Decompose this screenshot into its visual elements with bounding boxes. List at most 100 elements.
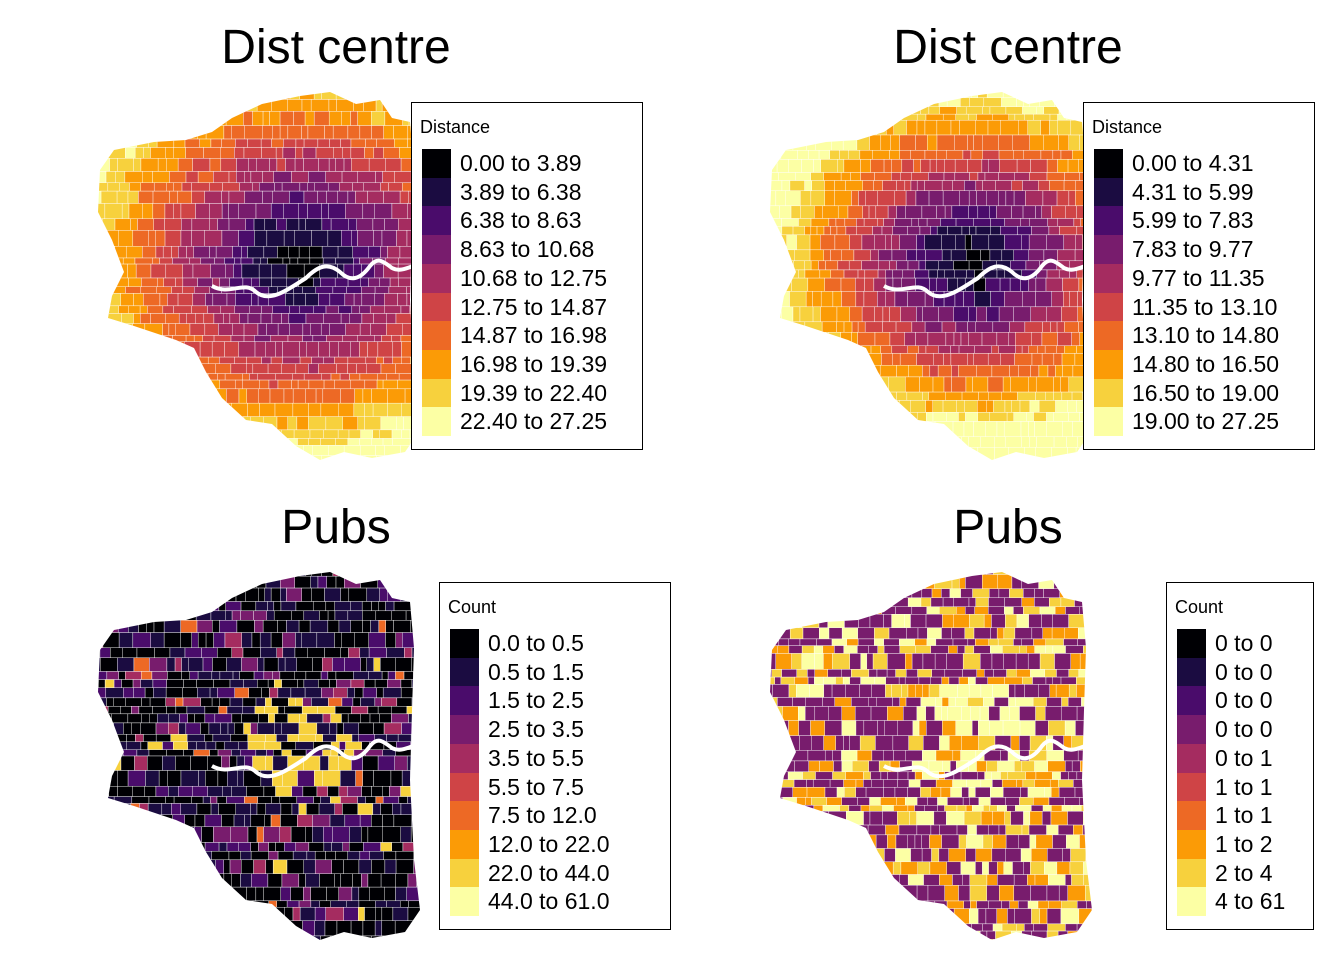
legend-swatch	[450, 829, 479, 859]
panel-pubs-1: Pubs Count 0.0 to 0.5 0.5 to 1.5 1.5 to 2.…	[0, 480, 672, 960]
legend-swatch	[422, 263, 451, 293]
legend-swatch	[1177, 829, 1206, 859]
legend-label: 22.0 to 44.0	[488, 859, 610, 886]
legend-swatch	[1177, 743, 1206, 773]
legend-label: 12.75 to 14.87	[460, 293, 608, 320]
legend-label: 16.50 to 19.00	[1132, 379, 1280, 406]
legend-label: 1 to 1	[1215, 802, 1273, 829]
legend-label: 7.83 to 9.77	[1132, 236, 1254, 263]
legend-swatch	[422, 235, 451, 265]
legend-label: 6.38 to 8.63	[460, 207, 582, 234]
map-legend: Distance 0.00 to 3.89 3.89 to 6.38 6.38 to…	[411, 102, 643, 450]
legend-swatch	[450, 657, 479, 687]
legend-title: Count	[448, 597, 497, 617]
legend-swatch	[450, 743, 479, 773]
legend-label: 5.5 to 7.5	[488, 773, 584, 800]
legend-swatch	[1094, 149, 1123, 178]
legend-swatch	[1177, 858, 1206, 888]
legend-label: 8.63 to 10.68	[460, 236, 595, 263]
legend-swatch	[1094, 349, 1123, 379]
legend-swatch	[1094, 177, 1123, 207]
legend-swatch	[1094, 263, 1123, 293]
legend-label: 2 to 4	[1215, 859, 1273, 886]
choropleth-map	[98, 572, 420, 940]
legend-label: 19.39 to 22.40	[460, 379, 608, 406]
legend-label: 3.5 to 5.5	[488, 744, 584, 771]
map-legend: Count 0.0 to 0.5 0.5 to 1.5 1.5 to 2.5 2.5 …	[439, 582, 671, 930]
legend-swatch	[450, 686, 479, 716]
panel-dist-centre-2: Dist centre Distance 0.00 to 4.31 4.31 to…	[672, 0, 1344, 480]
legend-title: Distance	[1092, 117, 1163, 137]
legend-label: 0 to 0	[1215, 716, 1273, 743]
legend-label: 0.00 to 4.31	[1132, 150, 1254, 176]
legend-swatch	[422, 292, 451, 322]
river-thames	[211, 258, 415, 299]
legend-label: 13.10 to 14.80	[1132, 322, 1280, 349]
legend-title: Distance	[420, 117, 491, 137]
legend-label: 1 to 2	[1215, 830, 1273, 857]
legend-swatch	[450, 629, 479, 658]
legend-swatch	[422, 177, 451, 207]
legend-swatch	[450, 887, 479, 917]
legend-label: 44.0 to 61.0	[488, 888, 610, 915]
legend-swatch	[450, 801, 479, 831]
legend-swatch	[422, 349, 451, 379]
legend-label: 0.00 to 3.89	[460, 150, 582, 176]
legend-label: 4.31 to 5.99	[1132, 178, 1254, 205]
river-thames	[883, 258, 1087, 299]
legend-swatch	[1094, 206, 1123, 236]
choropleth-map	[770, 572, 1092, 940]
legend-label: 3.89 to 6.38	[460, 178, 582, 205]
panel-title: Dist centre	[893, 21, 1123, 74]
legend-swatch	[1094, 235, 1123, 265]
panel-title: Dist centre	[221, 21, 451, 74]
legend-label: 0 to 0	[1215, 658, 1273, 685]
legend-swatch	[1094, 292, 1123, 322]
legend-label: 0.0 to 0.5	[488, 630, 584, 656]
legend-label: 14.80 to 16.50	[1132, 350, 1280, 377]
legend-swatch	[422, 407, 451, 437]
legend-swatch	[450, 715, 479, 745]
legend-swatch	[450, 772, 479, 802]
legend-swatch	[422, 149, 451, 178]
legend-swatch	[422, 321, 451, 351]
legend-label: 16.98 to 19.39	[460, 350, 608, 377]
legend-label: 1 to 1	[1215, 773, 1273, 800]
panel-title: Pubs	[281, 501, 391, 554]
legend-label: 11.35 to 13.10	[1132, 293, 1278, 320]
legend-label: 14.87 to 16.98	[460, 322, 608, 349]
legend-label: 7.5 to 12.0	[488, 802, 597, 829]
legend-label: 19.00 to 27.25	[1132, 408, 1280, 435]
legend-label: 0 to 1	[1215, 744, 1273, 771]
legend-title: Count	[1175, 597, 1224, 617]
legend-label: 2.5 to 3.5	[488, 716, 584, 743]
panel-dist-centre-1: Dist centre Distance 0.00 to 3.89 3.89 to…	[0, 0, 672, 480]
choropleth-map	[770, 92, 1092, 460]
legend-label: 12.0 to 22.0	[488, 830, 610, 857]
legend-swatch	[1177, 629, 1206, 658]
legend-label: 0 to 0	[1215, 687, 1273, 714]
legend-label: 1.5 to 2.5	[488, 687, 584, 714]
map-legend: Distance 0.00 to 4.31 4.31 to 5.99 5.99 to…	[1083, 102, 1315, 450]
legend-label: 0 to 0	[1215, 630, 1273, 656]
legend-swatch	[1177, 715, 1206, 745]
legend-swatch	[422, 378, 451, 408]
panel-title: Pubs	[953, 501, 1063, 554]
legend-label: 10.68 to 12.75	[460, 264, 608, 291]
legend-swatch	[1177, 657, 1206, 687]
legend-label: 4 to 61	[1215, 888, 1286, 915]
river-thames	[211, 738, 415, 779]
legend-swatch	[1094, 321, 1123, 351]
legend-swatch	[1094, 407, 1123, 437]
choropleth-map	[98, 92, 420, 460]
legend-swatch	[1177, 686, 1206, 716]
legend-label: 9.77 to 11.35	[1132, 264, 1265, 291]
legend-label: 22.40 to 27.25	[460, 408, 608, 435]
legend-swatch	[1177, 801, 1206, 831]
legend-swatch	[1094, 378, 1123, 408]
legend-swatch	[1177, 772, 1206, 802]
legend-swatch	[422, 206, 451, 236]
river-thames	[883, 738, 1087, 779]
